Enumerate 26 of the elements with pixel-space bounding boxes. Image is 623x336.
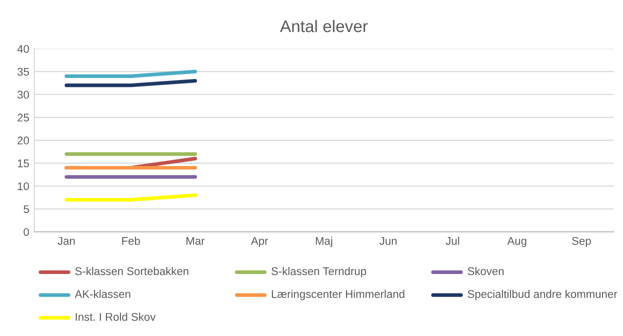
x-tick-label: Sep <box>572 236 591 248</box>
y-tick-label: 35 <box>17 68 29 76</box>
y-tick-label: 5 <box>24 205 29 214</box>
y-tick-label: 25 <box>18 114 29 122</box>
x-tick-label: Apr <box>250 237 268 248</box>
x-tick-label: Jul <box>446 236 460 245</box>
legend-label: Læringscenter Himmerland <box>272 290 404 300</box>
legend-label: S-klassen Sortebakken <box>75 266 188 276</box>
y-tick-label: 40 <box>17 44 29 53</box>
legend-label: S-klassen Terndrup <box>272 266 366 278</box>
legend-label: Specialtilbud andre kommuner <box>468 290 618 300</box>
y-tick-label: 30 <box>17 90 29 99</box>
legend-label: Skoven <box>468 266 504 276</box>
legend-label: Inst. I Rold Skov <box>76 312 156 321</box>
x-tick-label: Jan <box>58 237 75 245</box>
x-tick-label: Mar <box>186 237 205 245</box>
x-tick-label: Maj <box>316 236 332 248</box>
y-tick-label: 20 <box>18 136 29 144</box>
y-tick-label: 15 <box>18 160 29 168</box>
legend-label: AK-klassen <box>74 290 130 298</box>
y-tick-label: 10 <box>18 182 29 190</box>
x-tick-label: Aug <box>507 237 526 248</box>
y-tick-label: 0 <box>24 228 29 236</box>
x-tick-label: Feb <box>122 236 140 245</box>
x-tick-label: Jun <box>380 237 397 245</box>
chart-title: Antal elever <box>280 20 368 32</box>
